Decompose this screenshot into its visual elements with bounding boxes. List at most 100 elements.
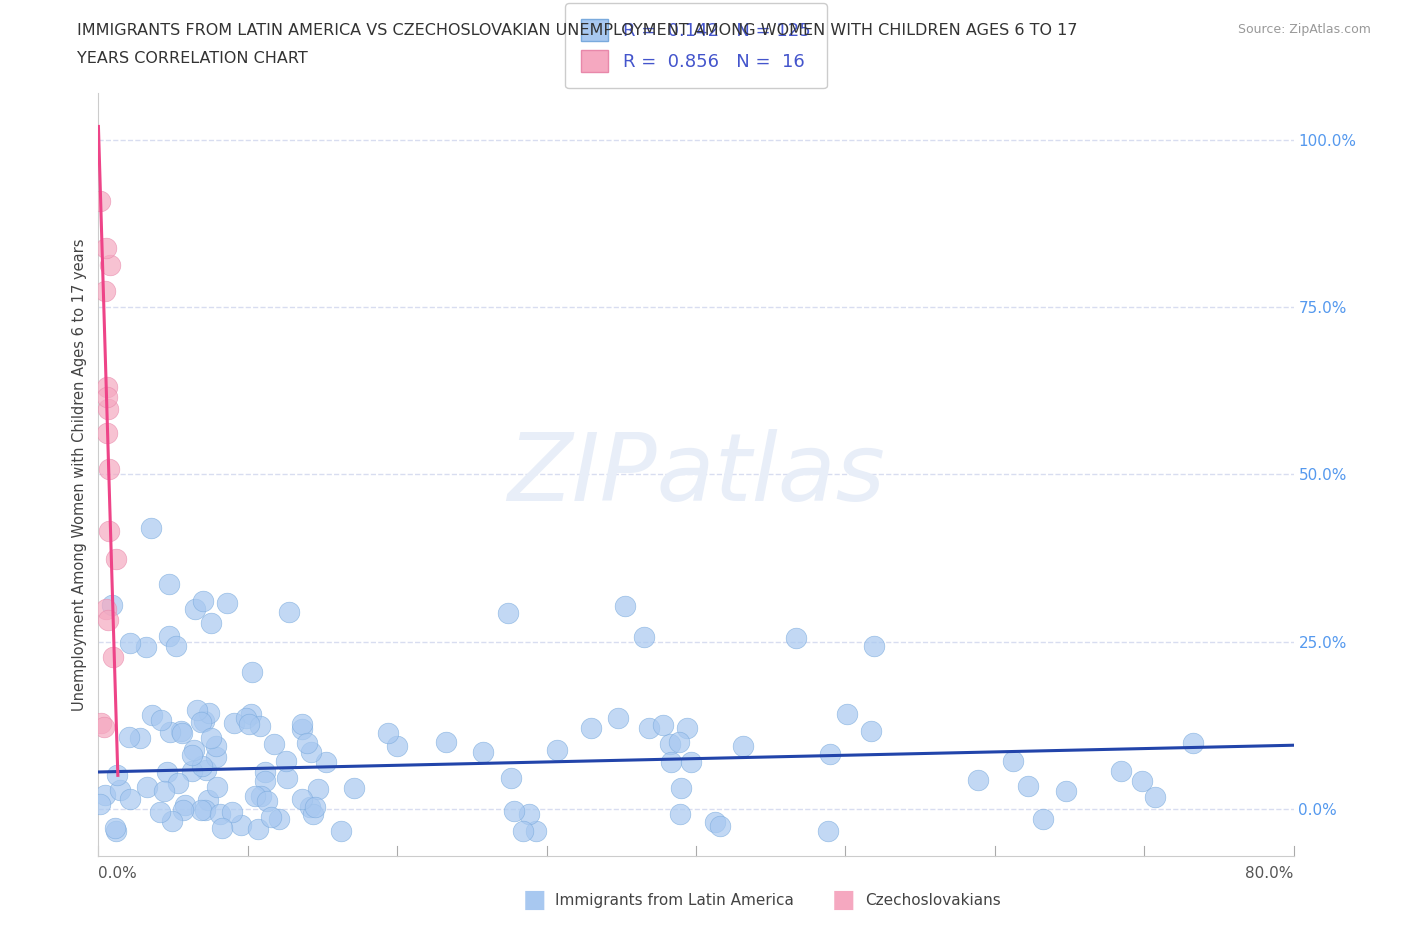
Point (205, 738, 228, 753)
Text: ■: ■ (523, 888, 546, 912)
Point (785, 631, 807, 645)
Point (149, 804, 172, 819)
Point (260, 810, 283, 825)
Point (104, 824, 127, 839)
Point (205, 750, 228, 764)
Text: Czechoslovakians: Czechoslovakians (865, 893, 1001, 908)
Point (94, 283, 117, 298)
Point (291, 791, 314, 806)
Legend: R =  0.142   N = 125, R =  0.856   N =  16: R = 0.142 N = 125, R = 0.856 N = 16 (565, 3, 827, 88)
Point (197, 793, 219, 808)
Point (170, 724, 193, 738)
Point (512, 824, 534, 839)
Point (606, 711, 628, 725)
Point (818, 747, 841, 762)
Point (307, 781, 329, 796)
Point (471, 744, 494, 759)
Point (709, 818, 731, 833)
Point (96, 390, 118, 405)
Point (105, 551, 128, 566)
Point (94, 240, 117, 255)
Point (118, 730, 141, 745)
Point (141, 521, 163, 536)
Point (246, 822, 269, 837)
Point (652, 718, 675, 733)
Point (675, 721, 697, 736)
Point (90, 715, 112, 730)
Point (295, 736, 318, 751)
Point (817, 823, 839, 838)
Point (194, 802, 217, 817)
Point (165, 638, 187, 653)
Point (249, 718, 271, 733)
Point (120, 791, 142, 806)
Point (863, 639, 886, 654)
Point (658, 737, 681, 751)
Point (118, 635, 141, 650)
Point (195, 763, 218, 777)
Text: Immigrants from Latin America: Immigrants from Latin America (555, 893, 794, 908)
Point (329, 824, 352, 839)
Point (136, 779, 159, 794)
Text: 0.0%: 0.0% (98, 866, 138, 881)
Point (1054, 783, 1077, 798)
Point (860, 723, 883, 737)
Point (134, 639, 156, 654)
Point (229, 817, 252, 832)
Point (173, 798, 195, 813)
Point (98, 461, 121, 476)
Point (263, 737, 285, 751)
Point (181, 764, 204, 778)
Point (1002, 753, 1025, 768)
Point (1109, 764, 1132, 778)
Point (150, 712, 173, 727)
Text: 80.0%: 80.0% (1246, 866, 1294, 881)
Point (253, 774, 276, 789)
Point (315, 754, 337, 769)
Y-axis label: Unemployment Among Women with Children Ages 6 to 17 years: Unemployment Among Women with Children A… (72, 238, 87, 711)
Point (96, 379, 118, 394)
Point (703, 815, 725, 830)
Point (183, 742, 205, 757)
Point (221, 805, 243, 820)
Point (93, 720, 115, 735)
Point (238, 716, 260, 731)
Point (172, 803, 194, 817)
Point (277, 604, 299, 619)
Point (96, 425, 118, 440)
Point (342, 781, 364, 796)
Text: ZIPatlas: ZIPatlas (508, 429, 884, 520)
Point (160, 814, 183, 829)
Point (633, 630, 655, 644)
Point (436, 735, 458, 750)
Point (377, 725, 399, 740)
Point (200, 730, 222, 745)
Point (517, 806, 540, 821)
Point (205, 779, 228, 794)
Point (211, 820, 233, 835)
Point (385, 738, 408, 753)
Point (208, 806, 231, 821)
Point (267, 812, 290, 827)
Point (153, 784, 176, 799)
Point (301, 806, 323, 821)
Point (240, 707, 263, 722)
Point (157, 577, 180, 591)
Point (679, 754, 702, 769)
Point (89, 796, 111, 811)
Point (97, 524, 120, 538)
Point (637, 721, 659, 736)
Point (105, 768, 128, 783)
Point (254, 764, 277, 779)
Point (291, 716, 314, 731)
Point (157, 628, 180, 643)
Point (243, 789, 266, 804)
Point (524, 823, 547, 838)
Point (1143, 790, 1166, 804)
Point (190, 803, 212, 817)
Point (94, 601, 117, 616)
Point (97, 402, 120, 417)
Point (98, 258, 121, 272)
Point (200, 616, 222, 631)
Point (159, 725, 181, 740)
